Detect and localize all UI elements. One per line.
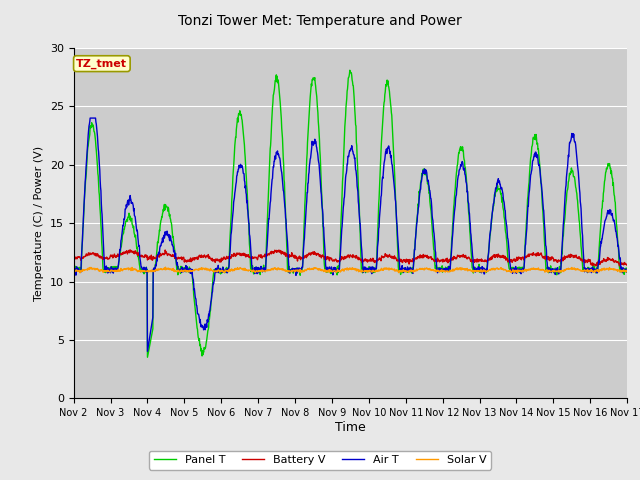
Air T: [509, 265, 517, 271]
Battery V: [592, 263, 600, 269]
Line: Battery V: Battery V: [74, 250, 627, 266]
Panel T: [509, 269, 517, 275]
Panel T: [255, 269, 263, 275]
Battery V: [436, 258, 444, 264]
Legend: Panel T, Battery V, Air T, Solar V: Panel T, Battery V, Air T, Solar V: [149, 451, 491, 469]
X-axis label: Time: Time: [335, 421, 366, 434]
Air T: [194, 311, 202, 316]
Panel T: [558, 251, 566, 257]
Battery V: [193, 254, 201, 260]
Panel T: [70, 264, 77, 270]
Solar V: [509, 269, 517, 275]
Air T: [558, 242, 566, 248]
Panel T: [143, 354, 151, 360]
Y-axis label: Temperature (C) / Power (V): Temperature (C) / Power (V): [34, 145, 44, 301]
Solar V: [437, 269, 445, 275]
Solar V: [194, 267, 202, 273]
Solar V: [70, 268, 77, 274]
Panel T: [193, 325, 201, 331]
Solar V: [623, 269, 631, 275]
Text: TZ_tmet: TZ_tmet: [76, 59, 127, 69]
Battery V: [70, 256, 77, 262]
Battery V: [126, 247, 134, 252]
Text: Tonzi Tower Met: Temperature and Power: Tonzi Tower Met: Temperature and Power: [178, 14, 462, 28]
Air T: [180, 267, 188, 273]
Air T: [86, 115, 94, 121]
Solar V: [76, 270, 84, 276]
Air T: [623, 267, 631, 273]
Battery V: [509, 258, 516, 264]
Panel T: [180, 269, 188, 275]
Battery V: [558, 257, 566, 263]
Battery V: [180, 254, 188, 260]
Solar V: [255, 268, 263, 274]
Air T: [255, 267, 263, 273]
Solar V: [180, 267, 188, 273]
Battery V: [255, 252, 263, 258]
Panel T: [437, 266, 445, 272]
Line: Solar V: Solar V: [74, 267, 627, 273]
Battery V: [623, 261, 631, 267]
Air T: [70, 267, 77, 273]
Solar V: [162, 264, 170, 270]
Air T: [437, 266, 445, 272]
Line: Panel T: Panel T: [74, 70, 627, 357]
Air T: [143, 348, 151, 354]
Panel T: [623, 265, 631, 271]
Solar V: [558, 268, 566, 274]
Panel T: [346, 67, 354, 73]
Line: Air T: Air T: [74, 118, 627, 351]
